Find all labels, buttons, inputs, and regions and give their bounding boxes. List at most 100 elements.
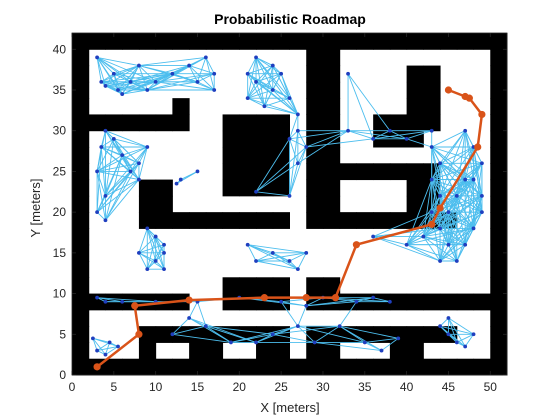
roadmap-edge — [130, 65, 140, 83]
obstacle-cell — [322, 163, 341, 181]
roadmap-edge — [230, 325, 298, 343]
roadmap-edge — [138, 146, 148, 164]
roadmap-node — [153, 79, 158, 84]
roadmap-node — [387, 299, 392, 304]
roadmap-edge — [431, 179, 458, 197]
roadmap-node — [254, 189, 258, 194]
obstacle-cell — [256, 277, 274, 295]
obstacle-cell — [256, 114, 274, 132]
obstacle-cell — [205, 212, 224, 229]
roadmap-edge — [255, 57, 282, 75]
obstacle-cell — [138, 179, 157, 197]
roadmap-edge — [247, 97, 299, 115]
roadmap-node — [346, 71, 350, 76]
obstacle-cell — [138, 33, 157, 50]
y-tick-label: 30 — [53, 124, 67, 138]
roadmap-nodes — [91, 55, 484, 357]
roadmap-edge — [289, 252, 307, 262]
roadmap-edge — [197, 81, 215, 91]
obstacle-cell — [389, 358, 408, 376]
roadmap-edge — [96, 57, 123, 95]
roadmap-node — [116, 344, 120, 349]
roadmap-node — [145, 145, 150, 149]
obstacle-cell — [205, 342, 224, 360]
obstacle-cell — [423, 65, 441, 83]
roadmap-edge — [255, 57, 299, 115]
roadmap-node — [446, 316, 451, 320]
x-tick-label: 25 — [274, 380, 288, 394]
roadmap-edge — [121, 154, 140, 180]
obstacle-cell — [189, 326, 207, 343]
roadmap-edge — [138, 228, 148, 254]
roadmap-edge — [197, 57, 207, 83]
roadmap-edge — [255, 57, 274, 91]
roadmap-edge — [255, 138, 290, 193]
roadmap-node — [128, 169, 133, 174]
roadmap-edge — [205, 325, 257, 343]
obstacle-cell — [356, 326, 374, 343]
roadmap-edge — [372, 211, 432, 237]
roadmap-node — [354, 299, 359, 304]
roadmap-edge — [347, 73, 391, 131]
roadmap-node — [203, 324, 208, 329]
obstacle-cell — [406, 293, 424, 311]
path-waypoint — [444, 86, 453, 94]
roadmap-edge — [297, 252, 307, 270]
obstacle-cell — [272, 33, 290, 50]
obstacle-cell — [256, 147, 274, 164]
roadmap-edge — [247, 244, 307, 254]
roadmap-node — [145, 88, 150, 92]
obstacle-cell — [272, 212, 290, 229]
roadmap-edge — [297, 325, 315, 343]
roadmap-node — [295, 112, 300, 117]
roadmap-node — [454, 259, 459, 263]
roadmap-edge — [105, 138, 115, 196]
path-waypoint — [260, 294, 269, 302]
roadmap-edge — [406, 236, 424, 246]
roadmap-edge — [172, 317, 190, 335]
roadmap-edge — [155, 236, 165, 246]
obstacle-cell — [306, 98, 324, 115]
roadmap-node — [429, 128, 434, 133]
roadmap-edge — [197, 301, 207, 327]
roadmap-edge — [280, 301, 299, 327]
axes: 0 5 10 15 20 25 30 35 40 45 50 0 5 10 15 20 25 30 35 40 — [53, 32, 508, 394]
obstacle-cell — [406, 326, 424, 343]
roadmap-edge — [255, 260, 298, 270]
roadmap-edge — [406, 138, 432, 148]
roadmap-edge — [155, 81, 215, 91]
roadmap-edge — [406, 244, 457, 262]
obstacle-cell — [72, 212, 90, 229]
roadmap-edge — [146, 228, 157, 262]
roadmap-node — [295, 267, 300, 272]
obstacle-cell — [339, 33, 357, 50]
roadmap-node — [95, 348, 99, 353]
obstacle-cell — [322, 114, 341, 132]
obstacle-cell — [339, 212, 357, 229]
roadmap-edge — [96, 342, 110, 351]
obstacle-cell — [406, 163, 424, 181]
obstacle-cell — [456, 293, 475, 311]
obstacle-cell — [490, 98, 508, 115]
roadmap-node — [170, 71, 175, 76]
obstacle-cell — [172, 358, 190, 376]
roadmap-node — [304, 303, 309, 308]
roadmap-node — [254, 259, 258, 263]
roadmap-edge — [96, 171, 106, 197]
roadmap-edge — [147, 81, 198, 91]
roadmap-edge — [96, 57, 115, 75]
roadmap-edge — [297, 146, 307, 164]
roadmap-edge — [422, 236, 441, 262]
path-waypoint — [135, 330, 143, 338]
roadmap-edge — [439, 317, 449, 327]
roadmap-edge — [172, 333, 232, 343]
obstacle-cell — [72, 358, 90, 376]
roadmap-node — [120, 153, 125, 158]
roadmap-edge — [289, 130, 349, 140]
roadmap-node — [137, 177, 141, 182]
obstacle-cell — [473, 358, 491, 376]
obstacle-cell — [306, 342, 324, 360]
obstacle-cell — [155, 358, 173, 376]
roadmap-edge — [146, 244, 165, 270]
obstacle-cell — [239, 358, 257, 376]
